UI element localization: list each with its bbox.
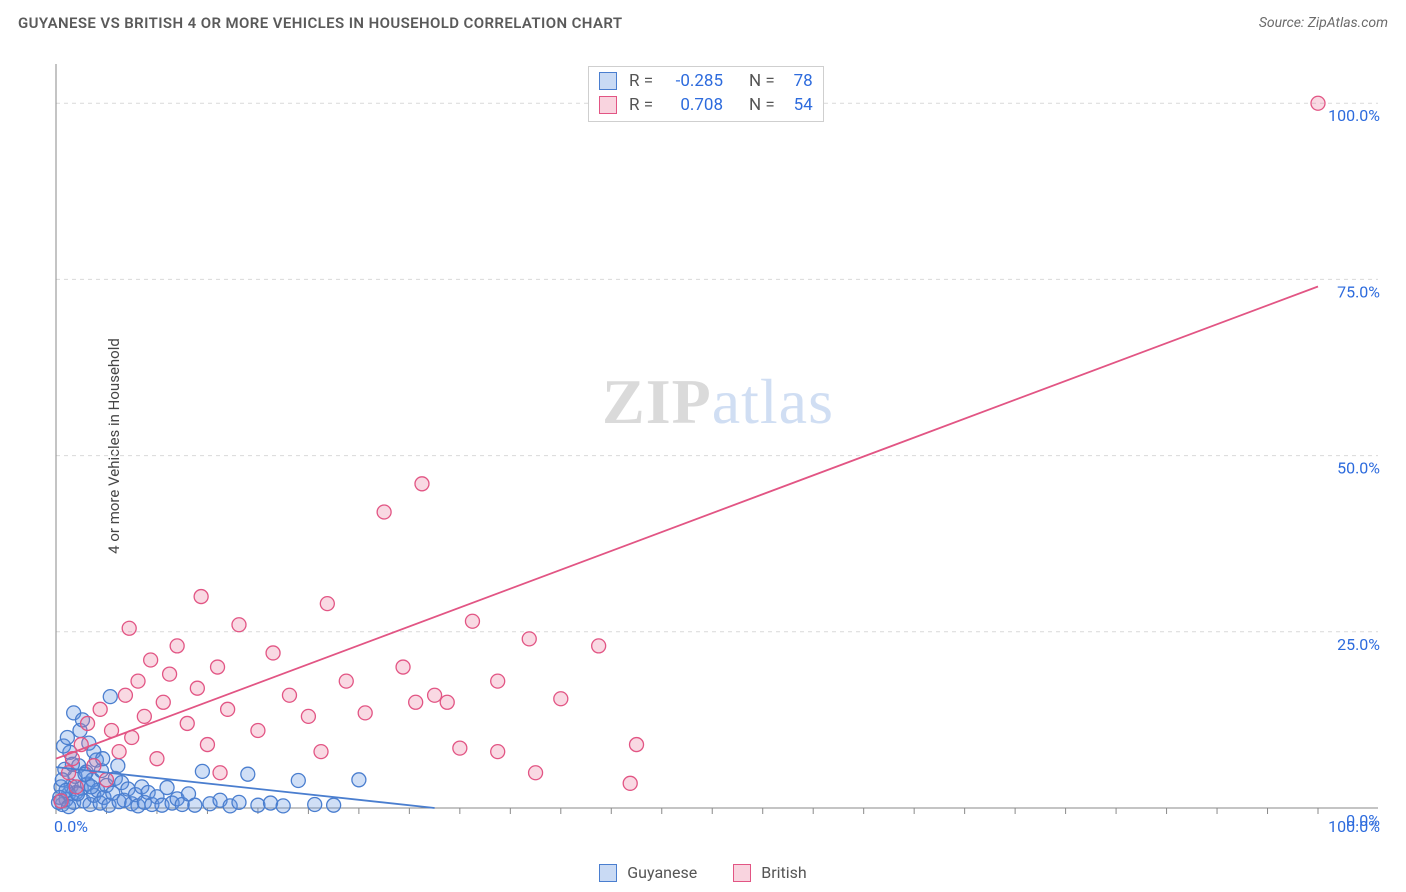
data-point xyxy=(93,702,107,716)
legend-swatch xyxy=(733,864,751,882)
n-value: 54 xyxy=(781,93,813,117)
stats-legend-box: R =-0.285 N =78 R =0.708 N =54 xyxy=(588,66,824,122)
data-point xyxy=(54,794,68,808)
data-point xyxy=(84,780,98,794)
data-point xyxy=(630,738,644,752)
data-point xyxy=(266,646,280,660)
series-swatch xyxy=(599,96,617,114)
n-value: 78 xyxy=(781,69,813,93)
y-tick-label: 25.0% xyxy=(1337,635,1380,654)
data-point xyxy=(377,505,391,519)
data-point xyxy=(251,798,265,812)
data-point xyxy=(465,614,479,628)
data-point xyxy=(358,706,372,720)
data-point xyxy=(112,745,126,759)
scatter-chart: 0.0%25.0%50.0%75.0%100.0%0.0%100.0% xyxy=(48,60,1388,838)
data-point xyxy=(213,766,227,780)
legend-label: British xyxy=(761,863,806,882)
stats-row: R =0.708 N =54 xyxy=(599,93,813,117)
r-value: -0.285 xyxy=(659,69,723,93)
data-point xyxy=(118,688,132,702)
data-point xyxy=(251,723,265,737)
series-swatch xyxy=(599,72,617,90)
data-point xyxy=(81,716,95,730)
data-point xyxy=(308,797,322,811)
chart-area: ZIPatlas 0.0%25.0%50.0%75.0%100.0%0.0%10… xyxy=(48,60,1388,838)
data-point xyxy=(314,745,328,759)
data-point xyxy=(150,752,164,766)
data-point xyxy=(156,695,170,709)
data-point xyxy=(491,745,505,759)
data-point xyxy=(415,477,429,491)
r-value: 0.708 xyxy=(659,93,723,117)
data-point xyxy=(211,660,225,674)
source-prefix: Source: xyxy=(1259,15,1308,31)
n-label: N = xyxy=(749,69,775,93)
legend-swatch xyxy=(599,864,617,882)
data-point xyxy=(190,681,204,695)
data-point xyxy=(522,632,536,646)
y-tick-label: 75.0% xyxy=(1337,282,1380,301)
data-point xyxy=(232,618,246,632)
data-point xyxy=(440,695,454,709)
data-point xyxy=(144,653,158,667)
data-point xyxy=(170,639,184,653)
data-point xyxy=(428,688,442,702)
data-point xyxy=(137,709,151,723)
r-label: R = xyxy=(629,69,653,93)
data-point xyxy=(409,695,423,709)
data-point xyxy=(200,738,214,752)
data-point xyxy=(592,639,606,653)
data-point xyxy=(180,716,194,730)
data-point xyxy=(282,688,296,702)
data-point xyxy=(453,741,467,755)
x-tick-label: 0.0% xyxy=(54,817,88,836)
chart-source: Source: ZipAtlas.com xyxy=(1259,15,1388,31)
regression-line xyxy=(56,286,1318,758)
y-tick-label: 50.0% xyxy=(1337,459,1380,478)
data-point xyxy=(1311,96,1325,110)
data-point xyxy=(131,674,145,688)
data-point xyxy=(111,759,125,773)
data-point xyxy=(188,798,202,812)
data-point xyxy=(264,796,278,810)
data-point xyxy=(103,690,117,704)
chart-header: GUYANESE VS BRITISH 4 OR MORE VEHICLES I… xyxy=(0,0,1406,38)
data-point xyxy=(163,667,177,681)
data-point xyxy=(99,773,113,787)
stats-row: R =-0.285 N =78 xyxy=(599,69,813,93)
data-point xyxy=(232,795,246,809)
n-label: N = xyxy=(749,93,775,117)
data-point xyxy=(122,621,136,635)
data-point xyxy=(529,766,543,780)
data-point xyxy=(396,660,410,674)
legend-item: Guyanese xyxy=(599,863,697,882)
data-point xyxy=(320,597,334,611)
legend-label: Guyanese xyxy=(627,863,697,882)
chart-title: GUYANESE VS BRITISH 4 OR MORE VEHICLES I… xyxy=(18,14,622,32)
data-point xyxy=(194,590,208,604)
data-point xyxy=(195,764,209,778)
y-tick-label: 100.0% xyxy=(1328,106,1380,125)
data-point xyxy=(623,776,637,790)
data-point xyxy=(160,781,174,795)
data-point xyxy=(276,799,290,813)
data-point xyxy=(241,767,255,781)
data-point xyxy=(491,674,505,688)
data-point xyxy=(339,674,353,688)
data-point xyxy=(352,773,366,787)
source-name: ZipAtlas.com xyxy=(1308,15,1388,31)
data-point xyxy=(327,798,341,812)
x-tick-label: 100.0% xyxy=(1328,817,1380,836)
data-point xyxy=(69,780,83,794)
r-label: R = xyxy=(629,93,653,117)
data-point xyxy=(60,731,74,745)
data-point xyxy=(221,702,235,716)
series-legend: Guyanese British xyxy=(0,863,1406,882)
data-point xyxy=(291,774,305,788)
legend-item: British xyxy=(733,863,806,882)
data-point xyxy=(301,709,315,723)
data-point xyxy=(554,692,568,706)
